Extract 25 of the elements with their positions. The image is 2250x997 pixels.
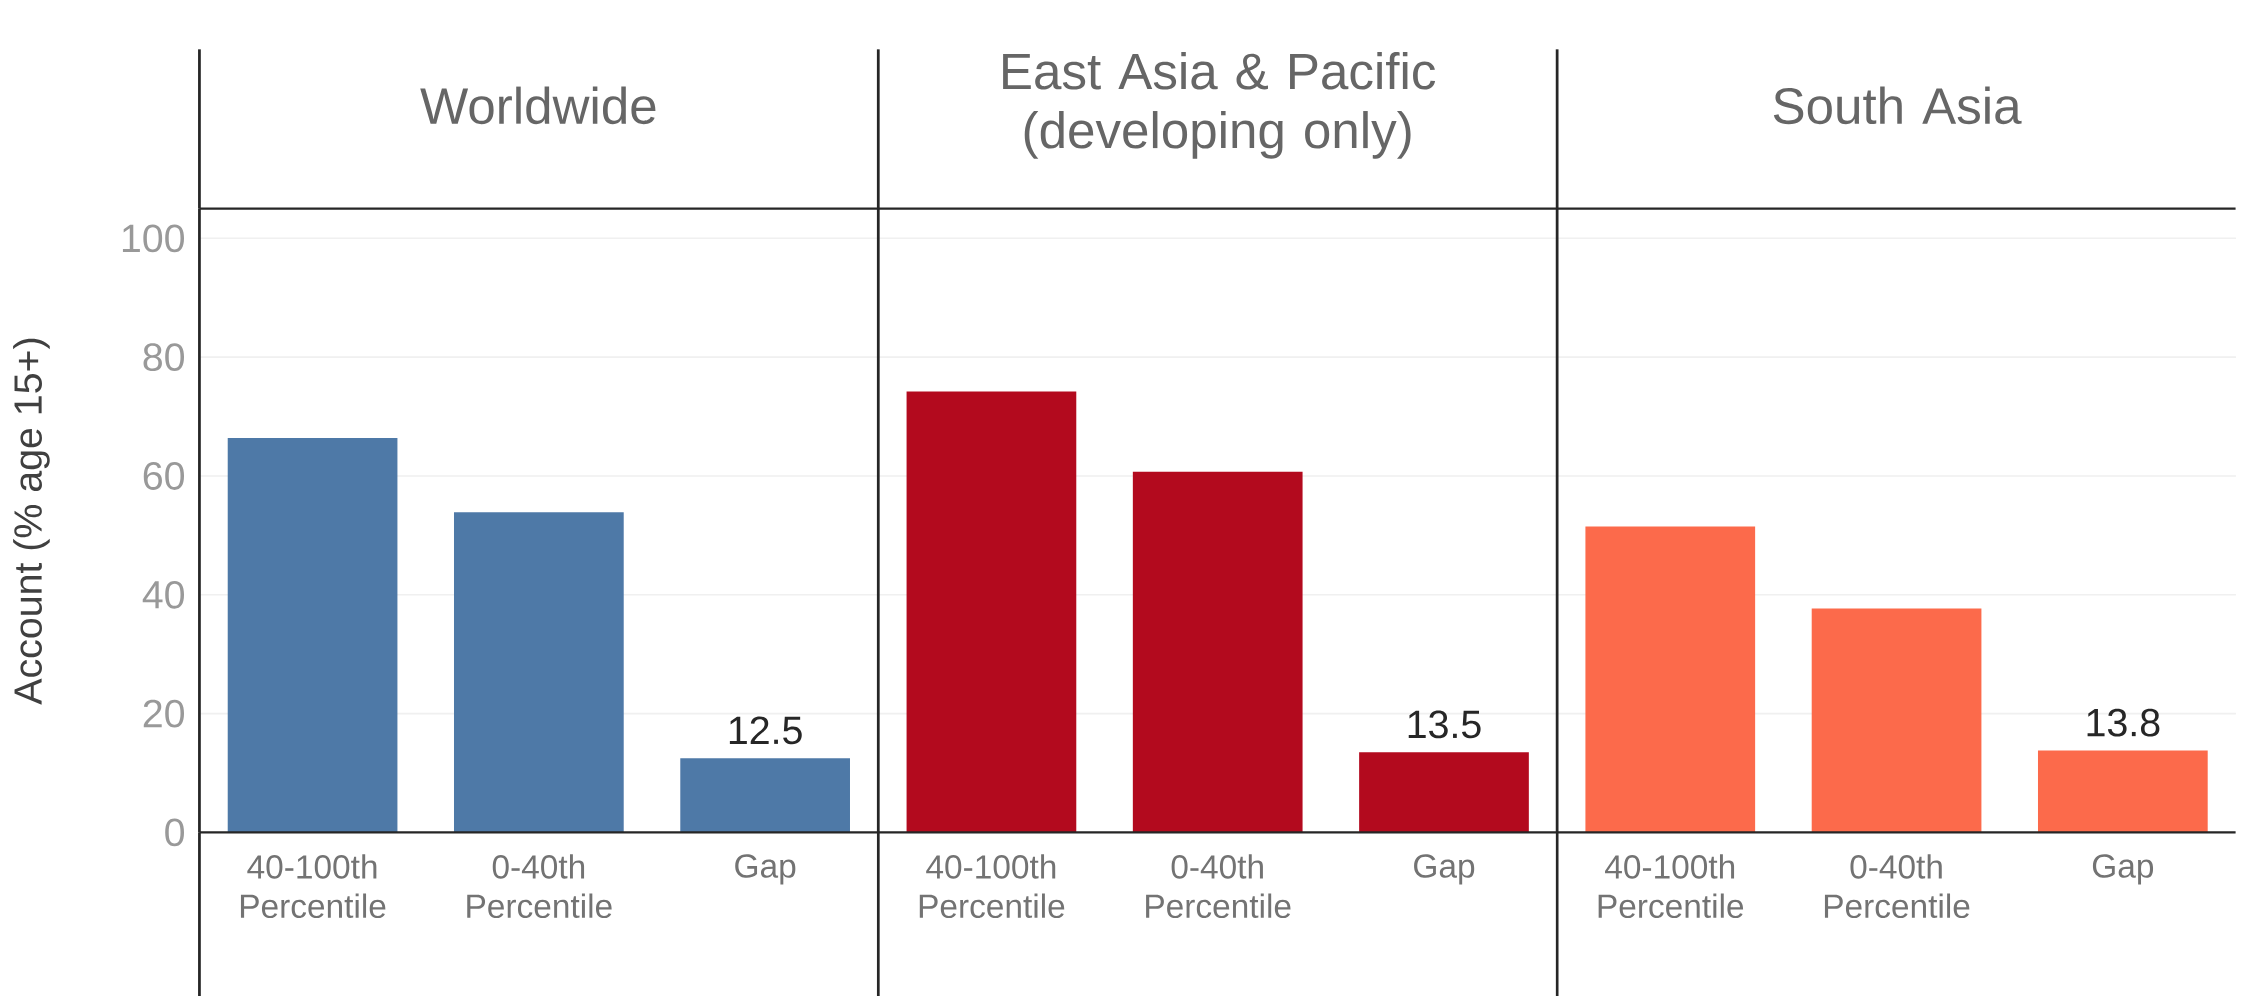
- y-tick-label: 40: [142, 580, 185, 609]
- x-tick-label: 40-100th Percentile: [1598, 853, 1744, 918]
- x-tick-label: Gap: [2092, 854, 2154, 885]
- bar: [454, 512, 624, 833]
- x-tick-label: 40-100th Percentile: [919, 853, 1065, 918]
- data-label: 13.5: [1408, 710, 1481, 739]
- chart-title: Worldwide: [420, 86, 656, 124]
- bar: [227, 437, 398, 833]
- x-tick-label: Gap: [1414, 854, 1475, 885]
- x-tick-label: 0-40th Percentile: [467, 853, 612, 918]
- x-tick-label: 40-100th Percentile: [240, 853, 386, 918]
- chart-title: South Asia: [1773, 86, 2022, 124]
- x-tick-label: 0-40th Percentile: [1146, 853, 1291, 918]
- x-tick-label: Gap: [735, 854, 796, 885]
- y-tick-label: 100: [122, 224, 185, 253]
- y-tick-label: 0: [165, 818, 185, 847]
- chart-title: East Asia & Pacific (developing only): [1003, 51, 1436, 159]
- y-tick-label: 80: [143, 343, 185, 371]
- y-axis-title: Account (% age 15+): [13, 338, 50, 705]
- bar: [680, 757, 850, 833]
- data-label: 13.8: [2087, 708, 2160, 737]
- data-label: 12.5: [729, 716, 802, 745]
- x-tick-label: 0-40th Percentile: [1824, 853, 1970, 918]
- y-tick-label: 60: [143, 461, 185, 490]
- y-tick-label: 20: [143, 699, 185, 728]
